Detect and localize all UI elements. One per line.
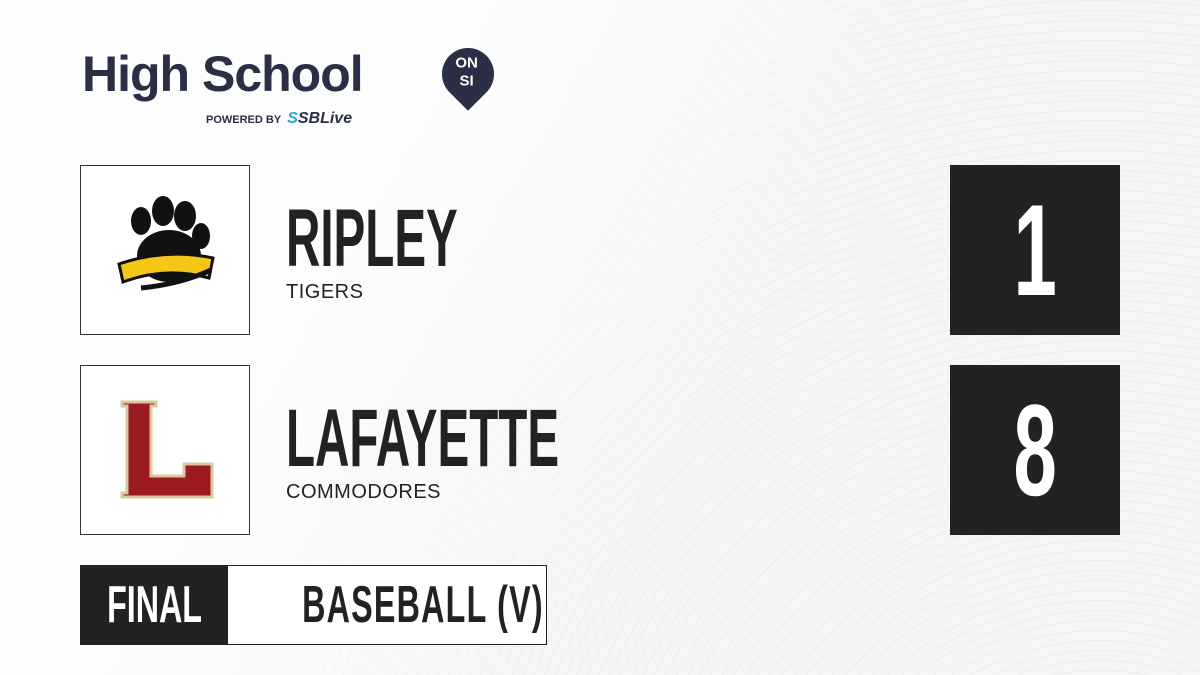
sport-label-box: BASEBALL (V) xyxy=(228,566,618,644)
status-badge: FINAL xyxy=(81,566,228,644)
badge-bottom: SI xyxy=(459,72,474,90)
team-logo-ripley xyxy=(80,165,250,335)
score-value: 1 xyxy=(1013,177,1057,323)
powered-by-label: POWERED BY xyxy=(206,114,282,126)
brand-title: High School xyxy=(82,46,364,102)
team-mascot: TIGERS xyxy=(286,281,364,303)
team-score: 1 xyxy=(950,165,1120,335)
letter-l-icon xyxy=(120,400,214,499)
score-value: 8 xyxy=(1013,377,1057,523)
powered-by: POWERED BY SSBLive xyxy=(206,110,352,128)
sport-label: BASEBALL (V) xyxy=(302,576,544,634)
sblive-name: SBLive xyxy=(297,110,353,127)
team-name: LAFAYETTE xyxy=(286,393,560,484)
sblive-logo: SSBLive xyxy=(287,110,352,127)
tigers-paw-icon xyxy=(117,196,215,291)
team-logo-lafayette xyxy=(80,365,250,535)
team-mascot: COMMODORES xyxy=(286,481,441,503)
game-status-bar: FINAL BASEBALL (V) xyxy=(80,565,547,645)
badge-top: ON xyxy=(455,54,478,72)
team-score: 8 xyxy=(950,365,1120,535)
status-label: FINAL xyxy=(107,576,202,634)
team-name: RIPLEY xyxy=(286,193,458,284)
high-school-on-si-logo: High School ON SI POWERED BY SSBLive xyxy=(82,37,505,127)
sblive-s: S xyxy=(287,110,298,127)
